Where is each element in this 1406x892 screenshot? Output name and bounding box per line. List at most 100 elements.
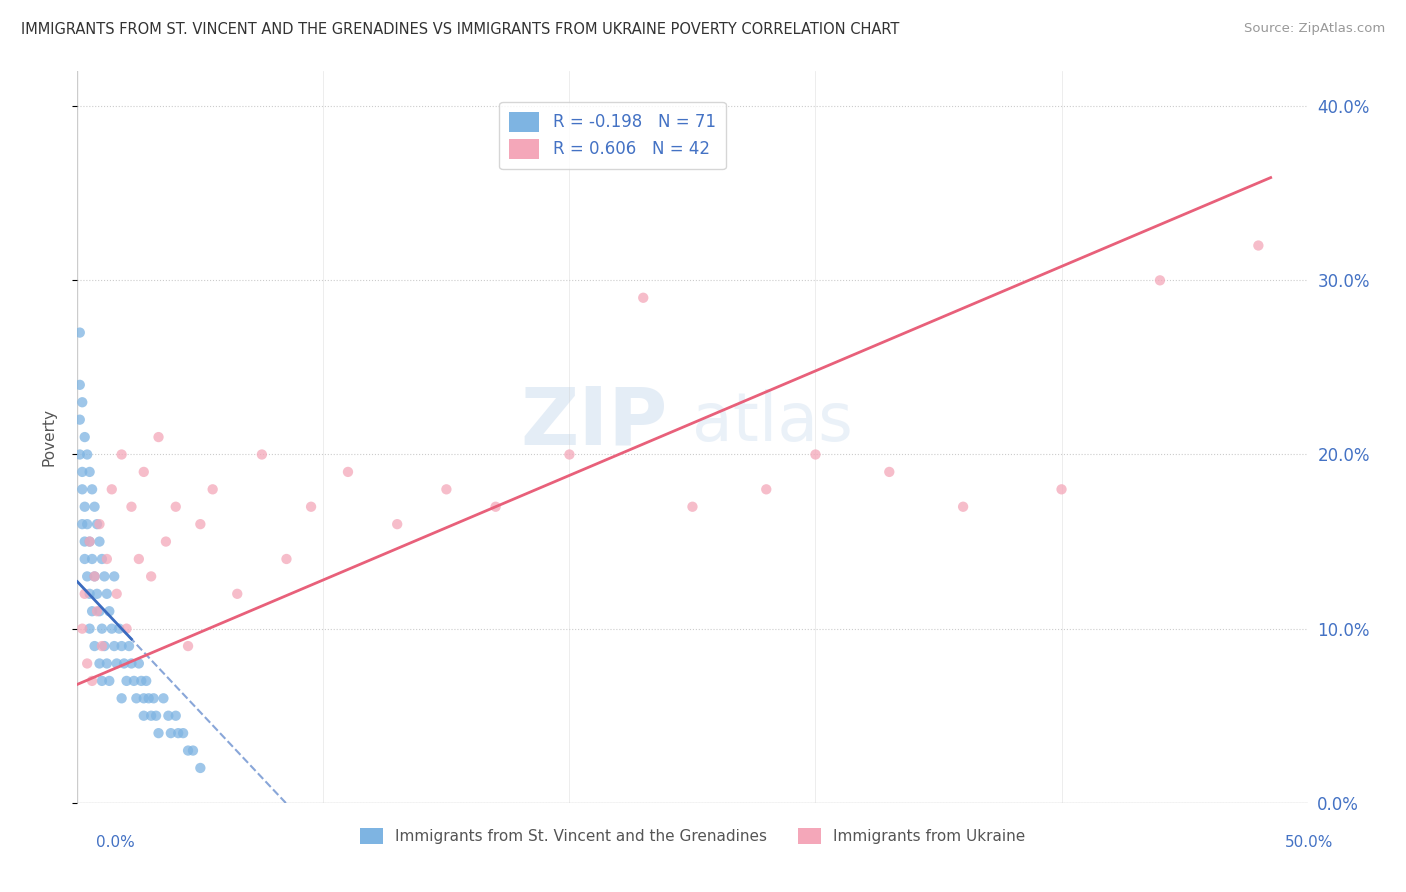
- Point: [1247, 238, 1270, 252]
- Point: [108, 622, 131, 636]
- Point: [79, 465, 101, 479]
- Point: [172, 726, 194, 740]
- Point: [132, 465, 155, 479]
- Point: [141, 708, 163, 723]
- Point: [122, 673, 145, 688]
- Point: [90, 552, 114, 566]
- Point: [105, 657, 128, 671]
- Point: [128, 552, 150, 566]
- Point: [145, 708, 167, 723]
- Point: [436, 483, 458, 497]
- Point: [385, 517, 409, 532]
- Point: [177, 743, 200, 757]
- Point: [115, 622, 138, 636]
- Point: [90, 622, 114, 636]
- Point: [69, 412, 91, 426]
- Point: [73, 430, 96, 444]
- Point: [76, 517, 98, 532]
- Point: [69, 326, 91, 340]
- Point: [132, 691, 155, 706]
- Point: [93, 569, 115, 583]
- Point: [115, 673, 138, 688]
- Point: [83, 639, 105, 653]
- Text: 50.0%: 50.0%: [1285, 836, 1333, 850]
- Point: [69, 377, 91, 392]
- Point: [177, 639, 200, 653]
- Point: [152, 691, 174, 706]
- Point: [70, 622, 93, 636]
- Point: [112, 657, 135, 671]
- Point: [128, 657, 150, 671]
- Point: [1050, 483, 1073, 497]
- Point: [89, 657, 111, 671]
- Point: [118, 639, 141, 653]
- Point: [73, 552, 96, 566]
- Point: [148, 430, 170, 444]
- Point: [879, 465, 901, 479]
- Point: [103, 569, 125, 583]
- Point: [160, 726, 183, 740]
- Point: [86, 604, 108, 618]
- Point: [89, 534, 111, 549]
- Text: Source: ZipAtlas.com: Source: ZipAtlas.com: [1244, 22, 1385, 36]
- Point: [1149, 273, 1171, 287]
- Point: [89, 604, 111, 618]
- Point: [165, 500, 187, 514]
- Point: [90, 639, 114, 653]
- Point: [141, 569, 163, 583]
- Point: [83, 500, 105, 514]
- Point: [70, 395, 93, 409]
- Point: [148, 726, 170, 740]
- Point: [121, 500, 143, 514]
- Point: [101, 622, 124, 636]
- Point: [804, 448, 827, 462]
- Point: [73, 500, 96, 514]
- Point: [558, 448, 581, 462]
- Point: [82, 483, 104, 497]
- Point: [485, 500, 508, 514]
- Text: ZIP: ZIP: [520, 384, 668, 461]
- Point: [135, 673, 157, 688]
- Point: [633, 291, 655, 305]
- Point: [121, 657, 143, 671]
- Point: [682, 500, 704, 514]
- Point: [79, 587, 101, 601]
- Point: [98, 604, 121, 618]
- Point: [138, 691, 160, 706]
- Point: [132, 708, 155, 723]
- Point: [70, 483, 93, 497]
- Point: [111, 448, 132, 462]
- Point: [337, 465, 360, 479]
- Text: atlas: atlas: [693, 390, 853, 456]
- Point: [73, 534, 96, 549]
- Point: [142, 691, 165, 706]
- Point: [86, 587, 108, 601]
- Point: [125, 691, 148, 706]
- Y-axis label: Poverty: Poverty: [42, 408, 56, 467]
- Point: [111, 639, 132, 653]
- Point: [76, 448, 98, 462]
- Point: [96, 552, 118, 566]
- Point: [299, 500, 322, 514]
- Point: [755, 483, 778, 497]
- Point: [70, 465, 93, 479]
- Point: [82, 673, 104, 688]
- Point: [83, 569, 105, 583]
- Point: [226, 587, 249, 601]
- Point: [70, 517, 93, 532]
- Point: [79, 622, 101, 636]
- Point: [82, 604, 104, 618]
- Point: [73, 587, 96, 601]
- Point: [157, 708, 180, 723]
- Text: 0.0%: 0.0%: [96, 836, 135, 850]
- Point: [201, 483, 224, 497]
- Point: [86, 517, 108, 532]
- Point: [101, 483, 124, 497]
- Text: IMMIGRANTS FROM ST. VINCENT AND THE GRENADINES VS IMMIGRANTS FROM UKRAINE POVERT: IMMIGRANTS FROM ST. VINCENT AND THE GREN…: [21, 22, 900, 37]
- Point: [79, 534, 101, 549]
- Point: [155, 534, 177, 549]
- Point: [952, 500, 974, 514]
- Point: [129, 673, 153, 688]
- Point: [105, 587, 128, 601]
- Point: [250, 448, 273, 462]
